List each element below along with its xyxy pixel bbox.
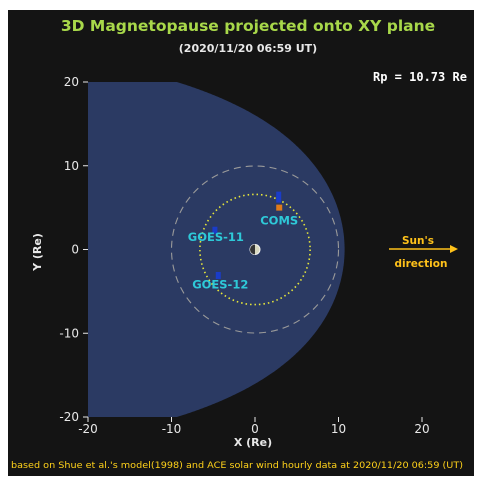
satellite-label: GOES-11 (188, 230, 244, 244)
satellite-label: GOES-12 (192, 277, 248, 291)
rp-readout: Rp = 10.73 Re (373, 70, 467, 84)
sun-direction-label-line2: direction (395, 258, 448, 270)
satellite-marker (215, 271, 221, 279)
footnote: based on Shue et al.'s model(1998) and A… (11, 461, 463, 471)
x-tick-label: 10 (331, 422, 346, 436)
satellite-goes-12: GOES-12 (192, 271, 248, 291)
satellite-goes-11: GOES-11 (188, 226, 244, 244)
x-tick-label: 0 (251, 422, 259, 436)
reference-circle-10re (170, 165, 340, 334)
sun-direction-arrow (389, 245, 458, 253)
sun-direction-label-line1: Sun's (402, 235, 434, 247)
y-tick-label: -20 (59, 410, 79, 424)
magnetopause-region (88, 82, 345, 417)
x-axis-label: X (Re) (234, 436, 272, 449)
y-tick-label: 10 (64, 159, 79, 173)
satellite-marker (276, 204, 283, 211)
chart-svg: COMS GOES-11 GOES-12 3D Magnetopause proje… (11, 17, 467, 471)
y-tick-label: 20 (64, 75, 79, 89)
y-axis-label: Y (Re) (31, 233, 44, 272)
y-tick-label: -10 (59, 326, 79, 340)
geo-orbit-circle (199, 193, 311, 306)
satellite-coms: COMS (260, 191, 298, 228)
satellite-label: COMS (260, 214, 298, 228)
satellite-marker (276, 191, 282, 203)
satellite-marker (212, 226, 218, 234)
chart-subtitle: (2020/11/20 06:59 UT) (179, 42, 317, 55)
earth-icon (249, 244, 261, 255)
plot-panel: COMS GOES-11 GOES-12 3D Magnetopause proje… (8, 10, 474, 476)
y-tick-label: 0 (71, 243, 79, 257)
x-tick-label: -10 (162, 422, 182, 436)
x-tick-label: 20 (414, 422, 429, 436)
chart-title: 3D Magnetopause projected onto XY plane (61, 17, 435, 35)
x-tick-label: -20 (78, 422, 98, 436)
